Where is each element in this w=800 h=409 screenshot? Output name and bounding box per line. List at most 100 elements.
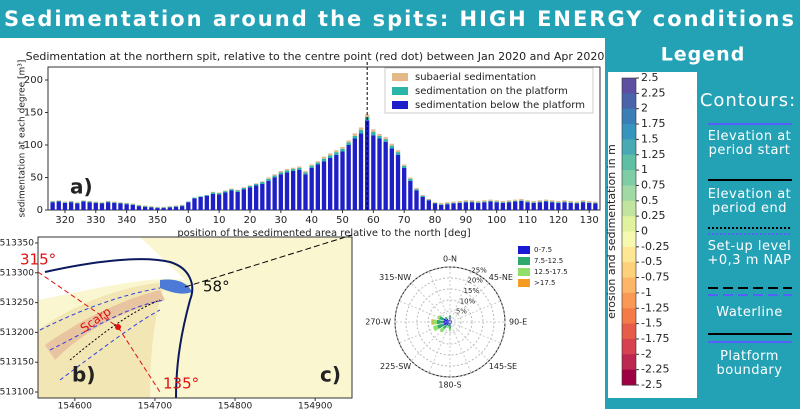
bar-segment [142, 206, 148, 207]
header-band [0, 0, 800, 38]
bar-segment [439, 202, 444, 205]
radial-tick-label: 15% [464, 287, 480, 295]
bar-segment [574, 202, 580, 204]
bar-segment [167, 206, 172, 208]
radial-tick-label: 25% [471, 266, 487, 274]
bar-segment [500, 200, 506, 203]
bar-segment [371, 132, 376, 136]
bar-segment [93, 202, 98, 210]
bar-segment [568, 202, 573, 210]
bar-segment [574, 201, 580, 203]
bar-segment [321, 158, 327, 162]
contours-title: Contours: [700, 90, 796, 111]
bar-segment [198, 197, 203, 210]
map-contours [69, 299, 161, 361]
colorbar-tick-label: 0 [641, 225, 648, 238]
legend-label: 0-7.5 [534, 246, 552, 254]
colorbar-band [622, 323, 636, 340]
bar-segment [506, 200, 512, 202]
bar-segment [494, 200, 499, 202]
bar-segment [179, 204, 185, 206]
panel-label: a) [70, 175, 93, 199]
colorbar-tick-label: 2.25 [641, 86, 666, 99]
bar-segment [216, 194, 222, 210]
bar-segment [500, 202, 506, 203]
bar-segment [93, 202, 98, 203]
colorbar-tick-label: 1.5 [641, 132, 659, 145]
bar-segment [469, 202, 475, 210]
bar-segment [291, 167, 296, 170]
radial-tick-label: 20% [467, 277, 483, 285]
legend-swatch [518, 268, 530, 276]
bar-segment [593, 202, 598, 204]
bar-segment [365, 114, 370, 118]
bar-segment [494, 201, 499, 203]
legend-label: 7.5-12.5 [534, 257, 563, 265]
bar-segment [488, 200, 493, 202]
bar-segment [284, 172, 290, 210]
colorbar-band [622, 216, 636, 232]
bar-segment [210, 193, 216, 210]
direction-label: 0-N [443, 255, 457, 264]
bar-segment [321, 161, 327, 210]
bar-segment [543, 200, 549, 202]
bar-segment [167, 206, 172, 207]
bar-segment [445, 202, 450, 204]
bar-segment [198, 196, 203, 197]
bar-segment [377, 133, 382, 136]
map-shapes [37, 234, 353, 399]
bar-segment [395, 154, 401, 210]
bar-segment [537, 200, 543, 202]
colorbar-tick-label: 2 [641, 102, 648, 115]
map-annotation: 58° [203, 278, 230, 296]
bar-segment [124, 203, 129, 205]
y-tick-label: 0 [37, 205, 43, 216]
bar-segment [488, 199, 493, 201]
direction-label: 225-SW [380, 362, 411, 371]
bar-segment [556, 202, 561, 203]
bar-segment [562, 202, 567, 210]
bar-segment [587, 202, 592, 203]
colorbar-tick-label: -0.75 [641, 271, 669, 284]
bar-segment [186, 201, 191, 203]
colorbar-label: erosion and sedimentation in m [605, 144, 618, 319]
x-tick-label: 0 [185, 215, 191, 226]
bar-segment [204, 195, 209, 210]
rose-segment [449, 322, 451, 327]
colorbar-tick-label: -1.75 [641, 332, 669, 345]
bar-segment [130, 203, 135, 205]
bar-segment [476, 202, 481, 210]
bar-segment [124, 204, 129, 210]
bar-segment [167, 207, 172, 210]
bar-segment [531, 200, 536, 203]
colorbar-band [622, 124, 636, 140]
x-tick-label: 340 [117, 215, 136, 226]
bar-segment [253, 184, 259, 186]
map-ray [184, 234, 353, 288]
map-subaerial [45, 290, 165, 360]
bar-segment [155, 207, 160, 209]
bar-segment [173, 206, 179, 210]
bar-segment [186, 202, 191, 210]
x-tick-label: 154600 [58, 402, 93, 409]
bar-segment [179, 206, 185, 210]
bar-segment [346, 145, 351, 210]
rose-segment [449, 317, 451, 322]
bar-segment [513, 201, 518, 210]
bar-segment [278, 172, 283, 175]
direction-label: 145-SE [489, 362, 517, 371]
bar-segment [93, 201, 98, 203]
spoke [410, 282, 451, 323]
bar-segment [62, 201, 68, 203]
bar-segment [235, 189, 240, 191]
direction-label: 180-S [438, 381, 461, 390]
bar-segment [580, 202, 586, 210]
rose-segment [443, 322, 450, 326]
bar-segment [525, 200, 530, 202]
colorbar-tick-label: -1 [641, 286, 652, 299]
bar-segment [469, 201, 475, 203]
direction-label: 315-NW [379, 273, 411, 282]
colorbar-band [622, 246, 636, 263]
